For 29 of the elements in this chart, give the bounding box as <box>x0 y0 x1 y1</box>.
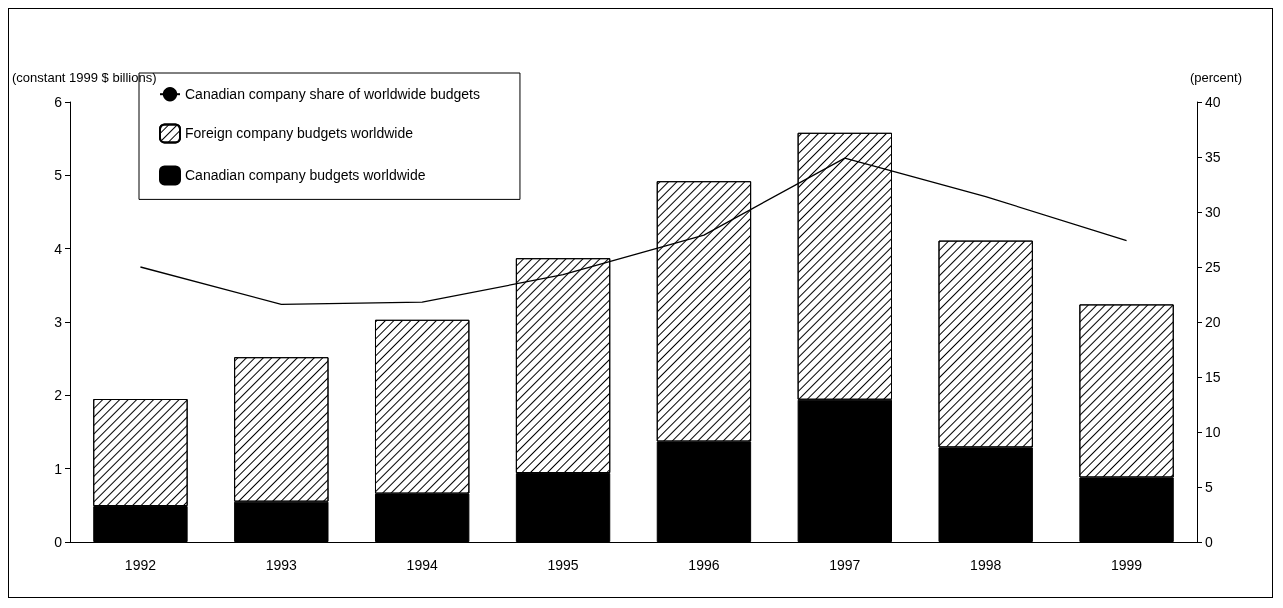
y-tick-label: 5 <box>54 167 63 184</box>
y2-tick-label: 5 <box>1205 479 1213 495</box>
y-axis-title: (constant 1999 $ billions) <box>12 70 157 85</box>
x-tick-label: 1992 <box>124 557 157 573</box>
y-tick-label: 0 <box>54 534 63 550</box>
y-tick-label: 1 <box>54 460 63 477</box>
x-tick-label: 1994 <box>406 557 438 573</box>
x-tick-label: 1995 <box>547 557 579 573</box>
legend-label: Canadian company share of worldwide budgets <box>185 86 480 103</box>
y2-axis-title: (percent) <box>1189 70 1242 85</box>
y-tick-label: 6 <box>54 94 63 110</box>
y2-tick-label: 15 <box>1205 369 1221 385</box>
legend-label: Canadian company budgets worldwide <box>185 167 426 184</box>
y2-tick-label: 35 <box>1205 149 1221 165</box>
x-tick-label: 1998 <box>970 557 1002 573</box>
y2-tick-label: 25 <box>1205 259 1221 275</box>
x-tick-label: 1997 <box>829 557 861 573</box>
y-tick-label: 4 <box>54 240 63 257</box>
y2-tick-label: 0 <box>1205 534 1213 550</box>
x-tick-label: 1996 <box>688 557 720 573</box>
y2-tick-label: 10 <box>1205 424 1221 440</box>
y2-tick-label: 20 <box>1205 314 1221 330</box>
x-tick-label: 1993 <box>265 557 298 573</box>
legend-label: Foreign company budgets worldwide <box>185 125 414 142</box>
x-tick-label: 1999 <box>1110 557 1143 573</box>
y-tick-label: 2 <box>54 387 63 404</box>
y2-tick-label: 30 <box>1205 204 1221 220</box>
y-tick-label: 3 <box>54 314 63 330</box>
y2-tick-label: 40 <box>1205 94 1221 110</box>
